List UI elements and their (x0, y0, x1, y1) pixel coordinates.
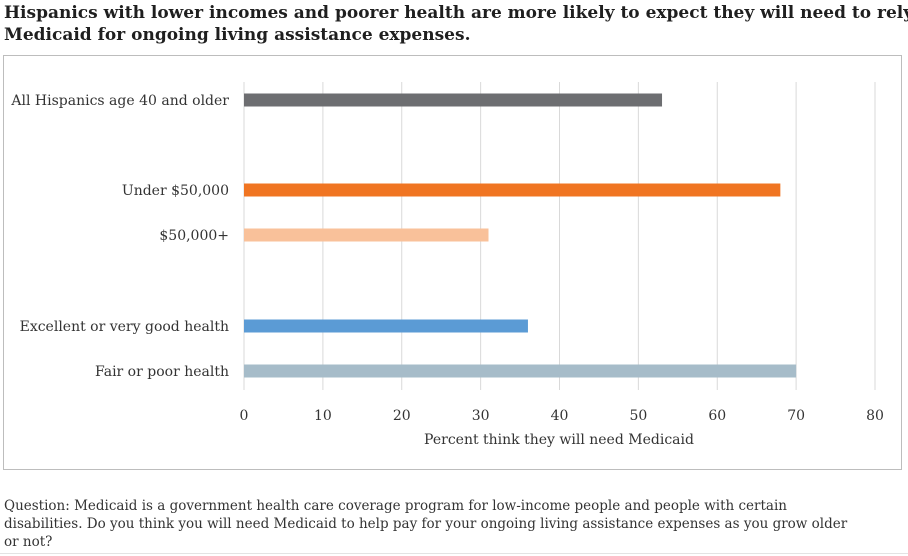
x-tick-label: 30 (472, 408, 490, 424)
bar (244, 228, 489, 242)
chart-title-line-2: Medicaid for ongoing living assistance e… (4, 25, 471, 45)
footer-divider (0, 553, 908, 554)
bars (244, 93, 797, 378)
x-tick-label: 60 (708, 408, 726, 424)
category-labels: All Hispanics age 40 and older Under $50,… (10, 93, 229, 380)
x-tick-labels: 0 10 20 30 40 50 60 70 80 (240, 408, 884, 424)
x-axis-label: Percent think they will need Medicaid (424, 432, 694, 448)
question-line-1: Question: Medicaid is a government healt… (4, 498, 787, 514)
x-tick-label: 40 (551, 408, 569, 424)
x-tick-label: 10 (314, 408, 332, 424)
bar (244, 364, 797, 378)
x-tick-label: 20 (393, 408, 411, 424)
question-line-2: disabilities. Do you think you will need… (4, 516, 848, 532)
x-tick-label: 50 (629, 408, 647, 424)
category-label: All Hispanics age 40 and older (10, 93, 229, 109)
chart-frame (3, 55, 902, 470)
bar (244, 183, 781, 197)
category-label: $50,000+ (159, 228, 229, 244)
x-tick-label: 70 (787, 408, 805, 424)
bar (244, 319, 528, 333)
question-line-3: or not? (4, 534, 53, 550)
x-tick-label: 0 (240, 408, 249, 424)
chart-title: Hispanics with lower incomes and poorer … (4, 2, 908, 46)
x-tick-label: 80 (866, 408, 884, 424)
bar (244, 93, 663, 107)
question-text: Question: Medicaid is a government healt… (4, 497, 904, 551)
category-label: Under $50,000 (122, 183, 229, 199)
chart-title-line-1: Hispanics with lower incomes and poorer … (4, 3, 908, 23)
category-label: Excellent or very good health (20, 319, 229, 335)
category-label: Fair or poor health (95, 364, 229, 380)
